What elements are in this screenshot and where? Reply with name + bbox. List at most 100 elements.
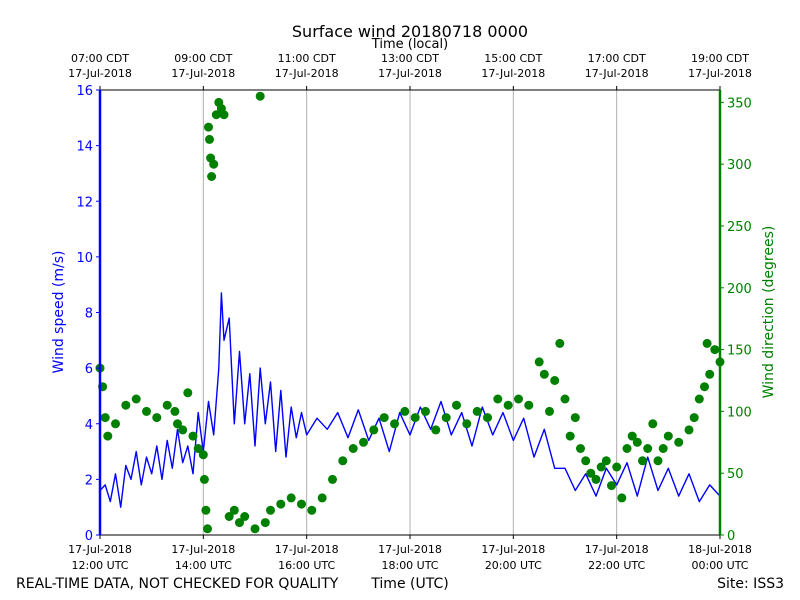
wind-direction-point [586,468,596,478]
wind-direction-point [348,444,358,453]
wind-direction-point [539,369,549,379]
wind-direction-point [560,394,570,404]
wind-direction-point [152,413,162,423]
wind-direction-point [209,159,219,169]
top-tick-time: 13:00 CDT [381,52,439,65]
bottom-tick-date: 17-Jul-2018 [585,543,649,556]
wind-direction-point [601,456,611,466]
wind-speed-series [99,292,721,508]
bottom-tick-date: 17-Jul-2018 [275,543,339,556]
wind-direction-point [224,512,234,521]
wind-direction-point [622,444,632,453]
wind-direction-point [658,444,668,453]
wind-direction-point [297,499,306,509]
wind-direction-point [632,437,642,447]
right-tick-label: 0 [727,529,735,544]
wind-direction-point [111,419,120,429]
wind-direction-point [379,413,389,423]
bottom-tick-time: 16:00 UTC [278,559,335,572]
wind-direction-point [286,493,296,503]
top-tick-date: 17-Jul-2018 [171,67,235,80]
bottom-tick-date: 18-Jul-2018 [688,543,752,556]
wind-direction-point [162,400,172,410]
left-tick-label: 4 [85,418,93,433]
wind-direction-point [576,444,585,453]
top-tick-time: 11:00 CDT [278,52,336,65]
wind-direction-point [702,338,712,348]
wind-direction-point [653,456,663,466]
wind-direction-point [131,394,141,404]
site-label: Site: ISS3 [717,576,784,592]
wind-direction-point [266,505,275,515]
wind-direction-point [663,431,673,441]
wind-direction-point [103,431,113,441]
wind-direction-point [178,425,188,435]
wind-direction-point [596,462,606,472]
right-tick-label: 50 [727,467,744,482]
wind-direction-point [328,474,337,484]
wind-direction-point [204,122,213,132]
wind-direction-point [607,481,616,491]
wind-direction-point [193,444,203,453]
wind-direction-point [534,357,544,367]
right-axis-label: Wind direction (degrees) [761,226,777,399]
wind-direction-point [173,419,182,429]
right-tick-label: 300 [727,158,752,173]
wind-direction-point [643,444,653,453]
top-tick-date: 17-Jul-2018 [378,67,442,80]
chart-title: Surface wind 20180718 0000 [292,22,528,41]
wind-direction-point [307,505,317,515]
right-tick-label: 350 [727,96,752,111]
left-tick-label: 10 [76,251,93,266]
wind-direction-point [207,172,217,181]
right-tick-label: 150 [727,344,752,359]
top-tick-date: 17-Jul-2018 [275,67,339,80]
wind-direction-point [390,419,399,429]
wind-direction-point [694,394,704,404]
bottom-tick-time: 14:00 UTC [175,559,232,572]
right-tick-label: 200 [727,282,752,297]
wind-direction-point [219,110,229,120]
wind-direction-point [369,425,379,435]
x-axis-label: Time (UTC) [370,576,448,592]
bottom-tick-date: 17-Jul-2018 [481,543,545,556]
wind-direction-point [581,456,591,466]
wind-direction-point [240,512,250,521]
wind-direction-point [674,437,684,447]
left-tick-label: 2 [85,473,93,488]
wind-direction-point [317,493,327,503]
left-tick-label: 12 [76,195,93,210]
left-tick-label: 8 [85,307,93,322]
wind-direction-point [198,450,208,460]
wind-direction-point [550,376,560,385]
right-tick-label: 250 [727,220,752,235]
wind-direction-point [359,437,368,447]
wind-direction-point [170,406,180,416]
wind-direction-point [462,419,472,429]
wind-direction-point [483,413,492,423]
wind-direction-point [545,406,554,416]
wind-direction-point [700,382,709,392]
top-tick-time: 19:00 CDT [691,52,749,65]
wind-direction-point [648,419,658,429]
wind-direction-point [229,505,239,515]
wind-direction-point [684,425,694,435]
wind-direction-point [260,518,270,528]
left-tick-label: 6 [85,362,93,377]
wind-direction-point [565,431,575,441]
wind-direction-point [199,474,209,484]
wind-direction-point [201,505,211,515]
wind-direction-point [710,345,720,355]
wind-direction-point [627,431,637,441]
left-tick-label: 0 [85,529,93,544]
wind-direction-point [338,456,348,466]
wind-direction-point [121,400,131,410]
wind-direction-point [689,413,699,423]
axis-ticks: 17-Jul-2018 12:00 UTC 17-Jul-2018 14:00 UTC… [68,52,752,572]
top-axis-label: Time (local) [371,37,448,52]
right-tick-label: 100 [727,405,752,420]
wind-direction-point [235,518,244,528]
bottom-tick-time: 20:00 UTC [485,559,542,572]
wind-direction-series [95,91,725,534]
wind-direction-point [100,413,110,423]
